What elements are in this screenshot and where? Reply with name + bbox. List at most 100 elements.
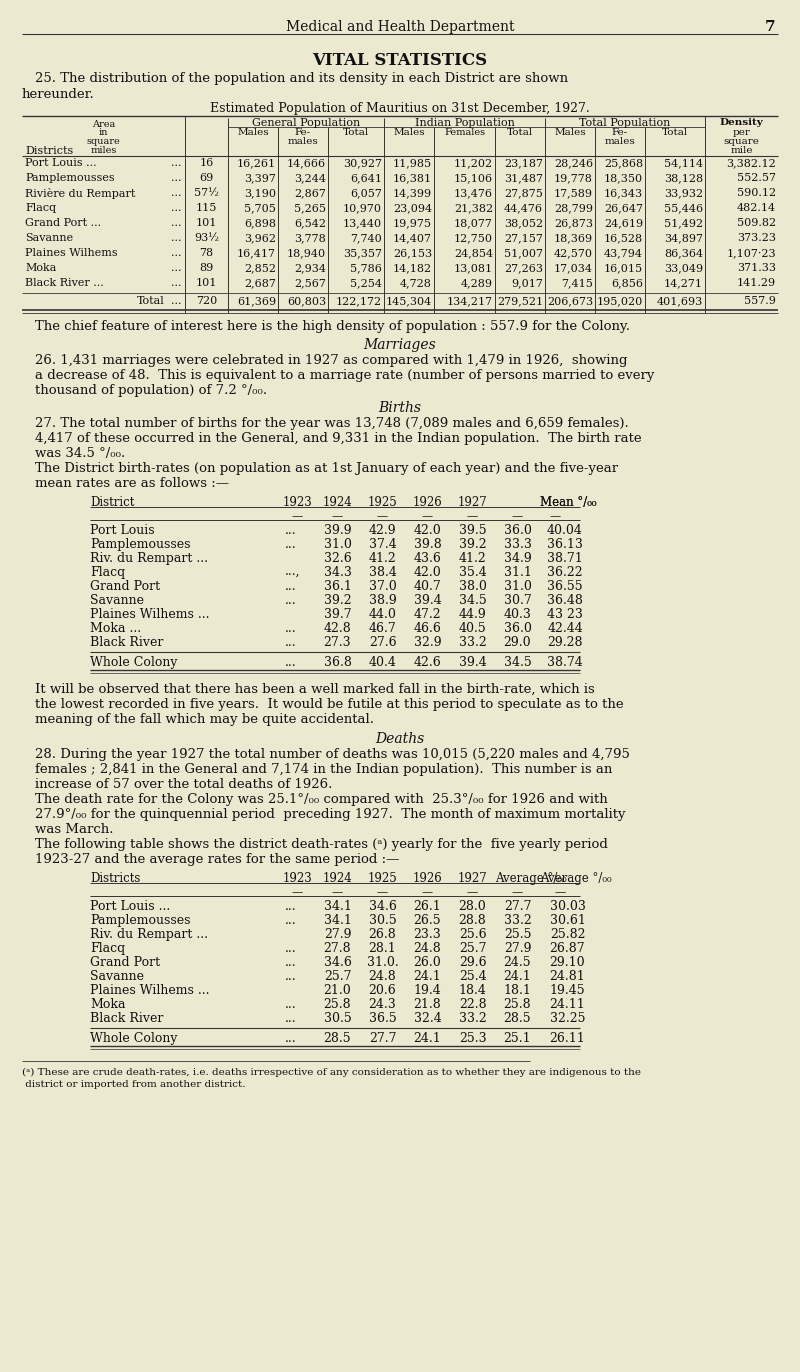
Text: 21.8: 21.8: [414, 997, 442, 1011]
Text: 26.11: 26.11: [550, 1032, 586, 1045]
Text: 25.3: 25.3: [458, 1032, 486, 1045]
Text: Grand Port: Grand Port: [90, 580, 160, 593]
Text: ...: ...: [285, 1032, 297, 1045]
Text: 18,940: 18,940: [287, 248, 326, 258]
Text: Black River ...: Black River ...: [25, 279, 104, 288]
Text: 13,440: 13,440: [343, 218, 382, 228]
Text: Pamplemousses: Pamplemousses: [25, 173, 114, 182]
Text: ...: ...: [285, 538, 297, 552]
Text: 36.5: 36.5: [369, 1013, 396, 1025]
Text: 38.0: 38.0: [458, 580, 486, 593]
Text: 21.0: 21.0: [324, 984, 351, 997]
Text: 10,970: 10,970: [343, 203, 382, 213]
Text: 26,647: 26,647: [604, 203, 643, 213]
Text: 32.4: 32.4: [414, 1013, 442, 1025]
Text: 24.81: 24.81: [550, 970, 586, 982]
Text: 42.0: 42.0: [414, 567, 442, 579]
Text: District: District: [90, 497, 134, 509]
Text: 44.9: 44.9: [458, 608, 486, 622]
Text: 26,153: 26,153: [393, 248, 432, 258]
Text: Estimated Population of Mauritius on 31st December, 1927.: Estimated Population of Mauritius on 31s…: [210, 102, 590, 115]
Text: —: —: [422, 888, 433, 897]
Text: 1923: 1923: [282, 873, 312, 885]
Text: 24.8: 24.8: [369, 970, 396, 982]
Text: 34.1: 34.1: [323, 900, 351, 912]
Text: —: —: [332, 888, 343, 897]
Text: 26.0: 26.0: [414, 956, 442, 969]
Text: 3,778: 3,778: [294, 233, 326, 243]
Text: Deaths: Deaths: [375, 733, 425, 746]
Text: 26.5: 26.5: [414, 914, 442, 927]
Text: 26. 1,431 marriages were celebrated in 1927 as compared with 1,479 in 1926,  sho: 26. 1,431 marriages were celebrated in 1…: [35, 354, 627, 366]
Text: 39.5: 39.5: [458, 524, 486, 536]
Text: 14,666: 14,666: [287, 158, 326, 167]
Text: 13,476: 13,476: [454, 188, 493, 198]
Text: 24.8: 24.8: [414, 943, 442, 955]
Text: 34.3: 34.3: [323, 567, 351, 579]
Text: ...: ...: [170, 203, 181, 213]
Text: 46.7: 46.7: [369, 622, 396, 635]
Text: 36.0: 36.0: [503, 524, 531, 536]
Text: 19.4: 19.4: [414, 984, 442, 997]
Text: 28.5: 28.5: [504, 1013, 531, 1025]
Text: 30.5: 30.5: [369, 914, 396, 927]
Text: 20.6: 20.6: [369, 984, 396, 997]
Text: 31.1: 31.1: [503, 567, 531, 579]
Text: 25,868: 25,868: [604, 158, 643, 167]
Text: Black River: Black River: [90, 637, 163, 649]
Text: Savanne: Savanne: [90, 970, 144, 982]
Text: Black River: Black River: [90, 1013, 163, 1025]
Text: 34.5: 34.5: [458, 594, 486, 606]
Text: 31.0: 31.0: [503, 580, 531, 593]
Text: 1923: 1923: [282, 497, 312, 509]
Text: 27.9°/₀₀ for the quinquennial period  preceding 1927.  The month of maximum mort: 27.9°/₀₀ for the quinquennial period pre…: [35, 808, 626, 820]
Text: Plaines Wilhems: Plaines Wilhems: [25, 248, 118, 258]
Text: 24,619: 24,619: [604, 218, 643, 228]
Text: It will be observed that there has been a well marked fall in the birth-rate, wh: It will be observed that there has been …: [35, 683, 594, 696]
Text: 38.74: 38.74: [547, 656, 583, 670]
Text: 11,202: 11,202: [454, 158, 493, 167]
Text: 101: 101: [196, 218, 217, 228]
Text: 28,246: 28,246: [554, 158, 593, 167]
Text: Flacq: Flacq: [90, 567, 126, 579]
Text: 115: 115: [196, 203, 217, 213]
Text: 36.1: 36.1: [323, 580, 351, 593]
Text: 41.2: 41.2: [369, 552, 396, 565]
Text: 25.82: 25.82: [550, 927, 586, 941]
Text: 4,417 of these occurred in the General, and 9,331 in the Indian population.  The: 4,417 of these occurred in the General, …: [35, 432, 642, 445]
Text: 36.22: 36.22: [547, 567, 583, 579]
Text: 371.33: 371.33: [737, 263, 776, 273]
Text: 33.2: 33.2: [458, 637, 486, 649]
Text: 47.2: 47.2: [414, 608, 442, 622]
Text: Mean °/₀₀: Mean °/₀₀: [540, 497, 597, 509]
Text: 101: 101: [196, 279, 217, 288]
Text: Whole Colony: Whole Colony: [90, 656, 178, 670]
Text: 43.6: 43.6: [414, 552, 442, 565]
Text: ...: ...: [285, 656, 297, 670]
Text: 1923-27 and the average rates for the same period :—: 1923-27 and the average rates for the sa…: [35, 853, 399, 866]
Text: ...: ...: [285, 524, 297, 536]
Text: 16,261: 16,261: [237, 158, 276, 167]
Text: meaning of the fall which may be quite accidental.: meaning of the fall which may be quite a…: [35, 713, 374, 726]
Text: 27,875: 27,875: [504, 188, 543, 198]
Text: 18,369: 18,369: [554, 233, 593, 243]
Text: 30.61: 30.61: [550, 914, 586, 927]
Text: 2,934: 2,934: [294, 263, 326, 273]
Text: ...: ...: [170, 296, 181, 306]
Text: 3,382.12: 3,382.12: [726, 158, 776, 167]
Text: Males: Males: [554, 128, 586, 137]
Text: Total: Total: [662, 128, 688, 137]
Text: 16: 16: [199, 158, 214, 167]
Text: —: —: [512, 888, 523, 897]
Text: ...: ...: [285, 594, 297, 606]
Text: 6,856: 6,856: [611, 279, 643, 288]
Text: Plaines Wilhems ...: Plaines Wilhems ...: [90, 984, 210, 997]
Text: 27,263: 27,263: [504, 263, 543, 273]
Text: in: in: [99, 128, 108, 137]
Text: increase of 57 over the total deaths of 1926.: increase of 57 over the total deaths of …: [35, 778, 332, 792]
Text: 27.9: 27.9: [324, 927, 351, 941]
Text: 122,172: 122,172: [336, 296, 382, 306]
Text: 25.7: 25.7: [458, 943, 486, 955]
Text: Males: Males: [237, 128, 269, 137]
Text: 4,728: 4,728: [400, 279, 432, 288]
